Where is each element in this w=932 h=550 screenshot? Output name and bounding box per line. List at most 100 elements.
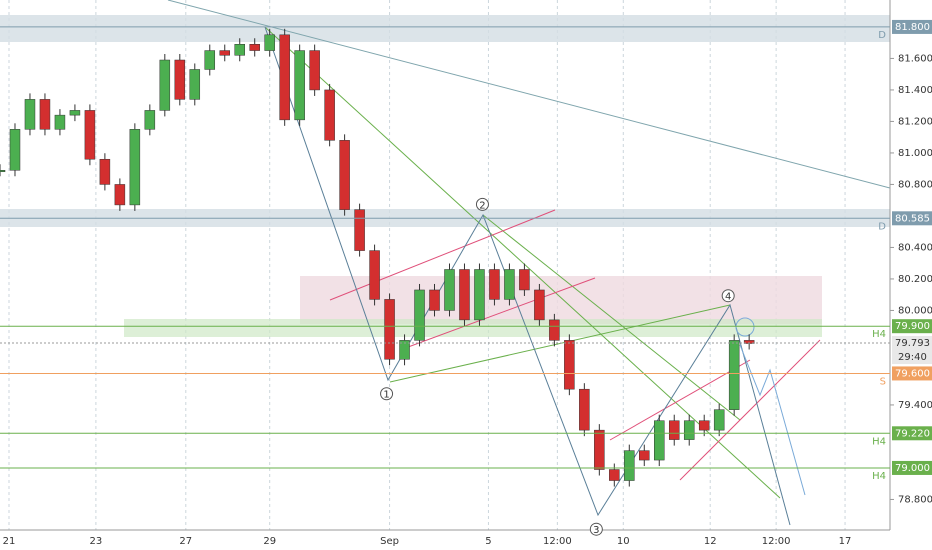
level-label-box [892, 19, 932, 34]
candle [683, 420, 695, 440]
channel [399, 277, 596, 351]
x-tick-label: 5 [485, 536, 491, 547]
level-label-box [892, 460, 932, 475]
candle [519, 269, 530, 291]
candle [624, 450, 635, 481]
candle [234, 44, 245, 56]
candle [639, 450, 650, 461]
level-label-box [892, 319, 932, 334]
level-label: 80.585 [895, 213, 930, 224]
level-label: 79.600 [895, 368, 930, 379]
candle [579, 388, 590, 431]
y-tick-label: 80.800 [898, 179, 932, 190]
candle [114, 184, 126, 206]
candle [69, 110, 81, 116]
candle [504, 269, 515, 300]
candle [279, 34, 290, 121]
y-tick-label: 81.600 [898, 53, 932, 64]
countdown: 29:40 [898, 352, 927, 363]
level-label: 79.000 [895, 463, 930, 474]
candle [594, 429, 605, 470]
candle [24, 99, 36, 130]
wave-label: 3 [593, 525, 599, 536]
candle [324, 89, 335, 141]
x-tick-label: 29 [263, 536, 276, 547]
candle [99, 158, 111, 185]
candle [84, 110, 96, 160]
y-tick-label: 79.400 [898, 400, 932, 411]
candle [144, 110, 156, 130]
level-label: 79.220 [895, 428, 930, 439]
current-price-label: 79.793 [895, 338, 930, 349]
candle [309, 50, 320, 91]
y-tick-label: 81.400 [898, 85, 932, 96]
level-tag: H4 [872, 471, 886, 482]
candle [384, 299, 395, 360]
level-tag: H4 [872, 436, 886, 447]
candle [249, 44, 260, 51]
level-tag: D [878, 30, 886, 41]
candle [174, 59, 186, 100]
candle [474, 269, 485, 321]
candle [534, 289, 545, 321]
wave-marker [721, 289, 735, 303]
candle [159, 59, 171, 111]
level-label-box [892, 426, 932, 441]
candle [549, 319, 560, 341]
wave-path [264, 26, 791, 526]
candle [414, 289, 425, 341]
daily-zone [0, 15, 890, 42]
candle [489, 269, 500, 300]
wave-label: 4 [725, 292, 731, 303]
y-tick-label: 80.000 [898, 305, 932, 316]
candle [0, 170, 6, 173]
candle [54, 114, 66, 130]
candle [219, 50, 230, 56]
channel [679, 339, 821, 481]
y-tick-label: 80.400 [898, 242, 932, 253]
level-label-box [892, 211, 932, 226]
y-tick-label: 81.200 [898, 116, 932, 127]
candle [264, 34, 275, 51]
current-price-box [892, 336, 932, 365]
level-label: 79.900 [895, 321, 930, 332]
candle [294, 50, 305, 121]
drawings [167, 0, 891, 526]
candle [654, 420, 665, 461]
y-tick-label: 78.800 [898, 494, 932, 505]
candle [429, 289, 440, 311]
level-label-box [892, 366, 932, 381]
x-tick-label: 12 [704, 536, 717, 547]
grid [8, 0, 846, 530]
candle [354, 209, 365, 251]
candle [189, 69, 201, 100]
candle [444, 269, 455, 311]
candle [129, 129, 141, 206]
marks [0, 28, 755, 487]
candle [399, 340, 410, 360]
level-tag: H4 [872, 329, 886, 340]
channel [329, 209, 556, 301]
projection [739, 344, 806, 496]
wave-marker [475, 197, 489, 211]
trendline [264, 26, 781, 499]
highlight [735, 317, 755, 337]
level-label: 81.800 [895, 22, 930, 33]
x-tick-label: Sep [380, 536, 399, 547]
x-tick-label: 23 [90, 536, 103, 547]
wave-marker [380, 387, 394, 401]
candle [564, 340, 575, 390]
trendline [482, 214, 741, 421]
candle [698, 420, 710, 431]
level-tag: D [878, 221, 886, 232]
y-tick-label: 81.000 [898, 148, 932, 159]
trendline [167, 0, 891, 189]
candle [204, 50, 216, 70]
candle [39, 99, 51, 130]
h4-zone [124, 319, 822, 337]
candle [609, 469, 620, 481]
candle [339, 140, 350, 210]
candle [459, 269, 470, 321]
x-tick-label: 12:00 [762, 536, 791, 547]
